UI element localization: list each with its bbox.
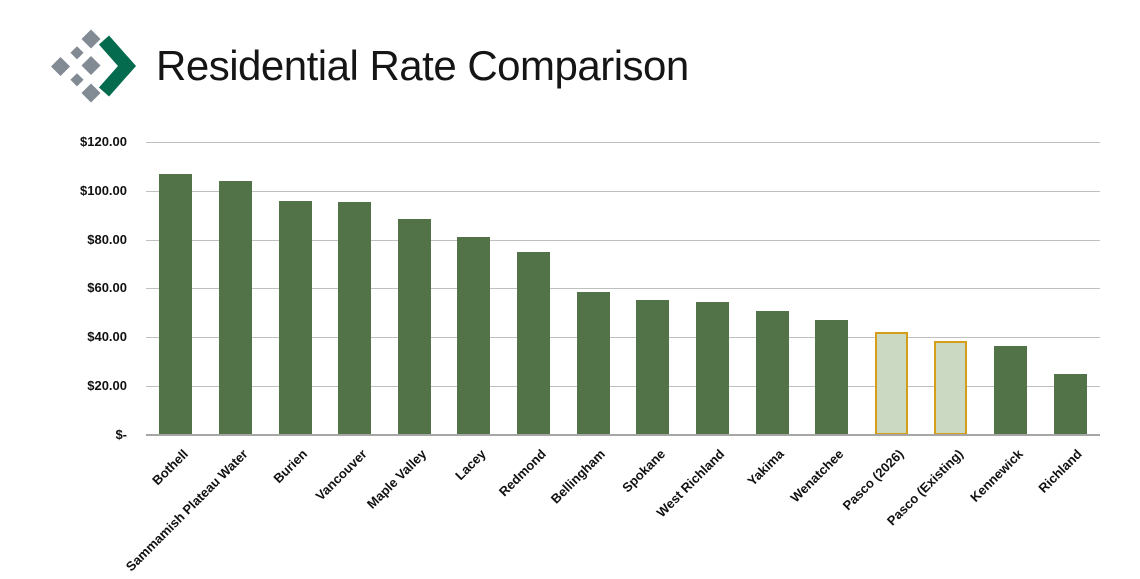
bar-pasco-existing	[934, 340, 968, 435]
gridline-100	[146, 190, 1100, 192]
gridline-40	[146, 337, 1100, 338]
y-tick-label: $120.00	[80, 134, 127, 149]
x-axis-label-sammamish-plateau-water: Sammamish Plateau Water	[122, 446, 251, 575]
y-tick-label: $-	[115, 426, 127, 442]
gridline-80	[146, 239, 1100, 241]
x-axis-label-lacey: Lacey	[452, 446, 489, 483]
x-axis-label-burien: Burien	[270, 446, 310, 487]
bar-sammamish-plateau-water	[218, 181, 252, 435]
x-axis-label-richland: Richland	[1035, 446, 1086, 496]
x-axis-label-yakima: Yakima	[744, 446, 787, 489]
gridline-60	[146, 288, 1100, 290]
bar-richland	[1053, 373, 1087, 435]
bar-bellingham	[576, 291, 610, 435]
x-axis-label-redmond: Redmond	[495, 446, 549, 500]
x-axis-label-spokane: Spokane	[618, 446, 668, 496]
logo-chevron	[98, 35, 137, 97]
bar-kennewick	[994, 345, 1028, 435]
bar-burien	[278, 200, 312, 435]
x-axis-label-vancouver: Vancouver	[312, 446, 370, 504]
bar-yakima	[755, 311, 789, 435]
slide-header: Residential Rate Comparison	[0, 0, 1140, 115]
bar-maple-valley	[397, 218, 431, 435]
bar-pasco-2026	[874, 332, 908, 435]
y-tick-label: $80.00	[87, 231, 127, 247]
gridline-20	[146, 385, 1100, 387]
y-tick-label: $60.00	[87, 280, 127, 296]
bar-bothell	[159, 173, 193, 435]
gridline-120	[146, 142, 1100, 143]
x-axis-label-bellingham: Bellingham	[547, 446, 609, 507]
bar-west-richland	[695, 301, 729, 435]
page-title: Residential Rate Comparison	[156, 42, 689, 89]
x-axis-label-bothell: Bothell	[148, 446, 191, 489]
x-axis-line	[146, 434, 1100, 436]
y-tick-label: $20.00	[87, 377, 127, 393]
y-tick-label: $100.00	[80, 182, 127, 198]
y-tick-label: $40.00	[87, 329, 127, 344]
bar-spokane	[636, 300, 670, 435]
x-axis-label-pasco-2026: Pasco (2026)	[839, 446, 907, 514]
bar-lacey	[457, 237, 491, 435]
x-axis-label-maple-valley: Maple Valley	[363, 446, 430, 512]
bar-wenatchee	[815, 319, 849, 435]
bar-redmond	[517, 251, 551, 435]
x-axis-label-kennewick: Kennewick	[966, 446, 1026, 505]
bar-vancouver	[338, 201, 372, 435]
diamond-chevron-logo	[51, 29, 137, 103]
x-axis-label-wenatchee: Wenatchee	[787, 446, 847, 506]
